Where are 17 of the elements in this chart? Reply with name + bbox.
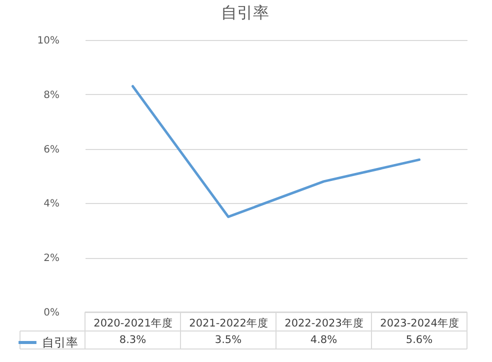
x-tick-label: 2023-2024年度 bbox=[380, 316, 460, 330]
x-tick-label: 2020-2021年度 bbox=[94, 316, 173, 330]
y-tick-label: 6% bbox=[44, 144, 60, 156]
y-tick-label: 8% bbox=[44, 90, 60, 101]
data-label: 5.6% bbox=[406, 334, 433, 346]
x-tick-label: 2022-2023年度 bbox=[284, 316, 364, 330]
legend-label: 自引率 bbox=[42, 336, 78, 350]
chart-title: 自引率 bbox=[221, 3, 269, 22]
y-tick-label: 0% bbox=[44, 308, 60, 318]
data-label: 3.5% bbox=[214, 334, 242, 346]
data-label: 4.8% bbox=[310, 334, 338, 346]
y-tick-label: 2% bbox=[44, 253, 60, 264]
x-tick-label: 2021-2022年度 bbox=[189, 316, 268, 330]
y-tick-label: 10% bbox=[37, 36, 60, 46]
data-label: 8.3% bbox=[119, 334, 146, 346]
line-series bbox=[132, 84, 420, 218]
y-tick-label: 4% bbox=[44, 198, 60, 210]
